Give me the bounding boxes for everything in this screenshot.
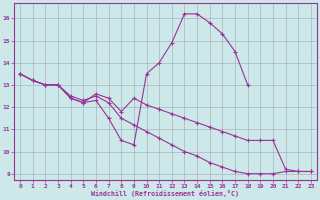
- X-axis label: Windchill (Refroidissement éolien,°C): Windchill (Refroidissement éolien,°C): [92, 190, 239, 197]
